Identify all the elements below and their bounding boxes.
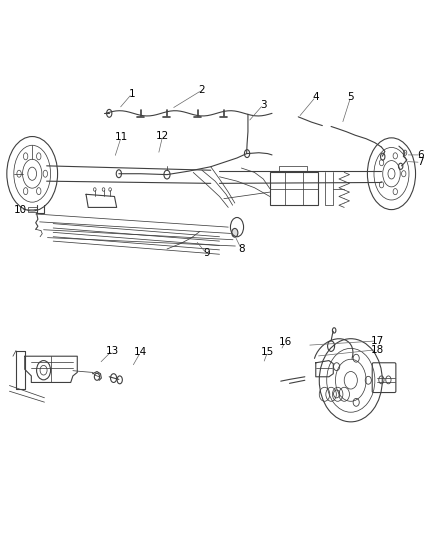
Text: 11: 11 [114,132,127,142]
Text: 13: 13 [106,345,119,356]
Text: 18: 18 [370,345,383,354]
Bar [269,172,317,205]
Text: 7: 7 [417,157,423,167]
Ellipse shape [231,229,237,237]
Text: 1: 1 [128,88,135,99]
Text: 10: 10 [14,205,27,215]
Text: 2: 2 [198,85,205,95]
Text: 6: 6 [417,150,423,160]
Text: 16: 16 [278,337,291,347]
Text: 4: 4 [312,92,318,102]
Text: 5: 5 [347,92,353,102]
Text: 8: 8 [237,244,244,254]
Text: 9: 9 [203,248,209,259]
Text: 12: 12 [155,131,169,141]
Text: 3: 3 [259,100,266,110]
Text: 17: 17 [370,336,383,346]
Text: 15: 15 [261,347,274,357]
Bar [28,207,36,212]
Text: 14: 14 [134,347,147,357]
